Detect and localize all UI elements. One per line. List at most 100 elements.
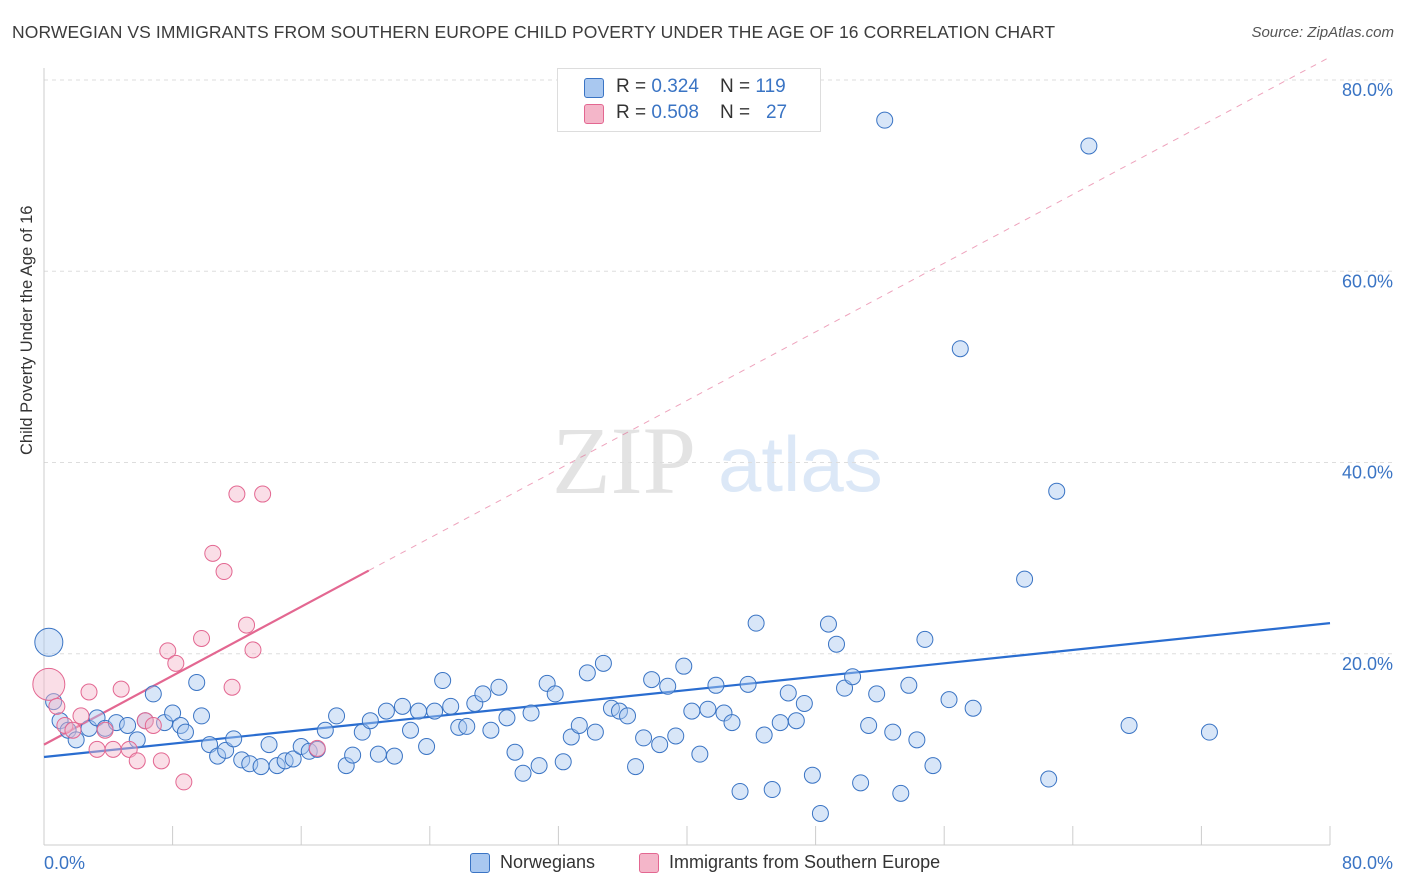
immigrants-point (64, 721, 82, 739)
norwegians-point (779, 684, 797, 702)
norwegians-point (731, 782, 749, 800)
x-tick-label: 80.0% (1342, 853, 1393, 873)
norwegians-point (852, 774, 870, 792)
norwegians-point (924, 757, 942, 775)
axes (43, 68, 1331, 846)
norwegians-point (739, 675, 757, 693)
stats-legend: R = 0.324 N = 119 R = 0.508 N = 27 (557, 68, 821, 132)
immigrants-point (80, 683, 98, 701)
norwegians-point (723, 714, 741, 732)
immigrants-point (136, 712, 154, 730)
norwegians-point (811, 804, 829, 822)
norwegians-point (418, 738, 436, 756)
norwegians-point (490, 678, 508, 696)
norwegians-point (771, 714, 789, 732)
immigrants-point (167, 654, 185, 672)
norwegians-point (627, 758, 645, 776)
norwegians-point (144, 685, 162, 703)
norwegians-point (651, 736, 669, 754)
norwegians-point (659, 677, 677, 695)
norwegians-point (803, 766, 821, 784)
watermark-atlas: atlas (718, 420, 883, 508)
n-label: N = (720, 76, 756, 97)
norwegians-point (385, 747, 403, 765)
norwegians-point (164, 704, 182, 722)
tick-labels: 20.0% 40.0% 60.0% 80.0% 0.0% 80.0% (44, 80, 1393, 873)
norwegians-point (699, 700, 717, 718)
immigrants-point (32, 667, 66, 701)
norwegians-point (795, 694, 813, 712)
norwegians-point (643, 671, 661, 689)
norwegians-point (176, 723, 194, 741)
norwegians-point (819, 615, 837, 633)
norwegians-point (844, 668, 862, 686)
norwegians-point (900, 676, 918, 694)
norwegians-point (1016, 570, 1034, 588)
immigrants-point (215, 563, 233, 581)
norwegians-point (410, 702, 428, 720)
immigrants-point (204, 544, 222, 562)
legend-label: Norwegians (500, 852, 596, 872)
norwegians-point (675, 657, 693, 675)
norwegians-point (34, 627, 64, 657)
norwegians-point (876, 111, 894, 129)
norwegians-point (586, 723, 604, 741)
norwegians-point (868, 685, 886, 703)
immigrants-point (56, 716, 74, 734)
data-points (32, 111, 1218, 822)
trend-lines (43, 56, 1331, 759)
immigrants-point (175, 773, 193, 791)
norwegians-point (193, 707, 211, 725)
norwegians-swatch (584, 78, 604, 98)
norwegians-point (667, 727, 685, 745)
norwegians-point (482, 721, 500, 739)
immigrants-swatch (639, 853, 659, 873)
x-tick-label: 0.0% (44, 853, 85, 873)
norwegians-point (1200, 723, 1218, 741)
immigrants-point (308, 739, 326, 757)
y-tick-label: 60.0% (1342, 271, 1393, 291)
immigrants-point (144, 716, 162, 734)
norwegians-point (691, 745, 709, 763)
norwegians-point (884, 723, 902, 741)
norwegians-point (522, 704, 540, 722)
norwegians-point (908, 731, 926, 749)
norwegians-point (619, 707, 637, 725)
norwegians-point (787, 712, 805, 730)
grid-lines (44, 79, 1392, 655)
y-tick-label: 40.0% (1342, 463, 1393, 483)
norwegians-point (252, 758, 270, 776)
norwegians-point (763, 781, 781, 799)
norwegians-point (119, 716, 137, 734)
norwegians-point (964, 699, 982, 717)
norwegians-point (1080, 137, 1098, 155)
norwegians-point (233, 751, 251, 769)
r-value: 0.324 (651, 76, 699, 97)
n-label: N = (720, 102, 756, 123)
source-label: Source: ZipAtlas.com (1251, 24, 1394, 41)
norwegians-point (506, 743, 524, 761)
immigrants-point (193, 629, 211, 647)
norwegians-point (1040, 770, 1058, 788)
n-value: 27 (765, 102, 788, 123)
norwegians-point (1120, 716, 1138, 734)
norwegians-point (426, 702, 444, 720)
norwegians-point (514, 764, 532, 782)
norwegians-point (458, 717, 476, 735)
immigrants-trend-line (43, 569, 370, 746)
norwegians-swatch (470, 853, 490, 873)
chart-title: NORWEGIAN VS IMMIGRANTS FROM SOUTHERN EU… (12, 22, 1056, 42)
immigrants-point (72, 707, 90, 725)
norwegians-point (67, 731, 85, 749)
norwegians-point (951, 340, 969, 358)
norwegians-point (594, 654, 612, 672)
r-value: 0.508 (651, 102, 699, 123)
norwegians-point (377, 702, 395, 720)
immigrants-point (128, 752, 146, 770)
norwegians-point (241, 755, 259, 773)
norwegians-point (498, 709, 516, 727)
watermark-zip: ZIP (552, 407, 696, 514)
norwegians-point (260, 736, 278, 754)
immigrants-point (152, 752, 170, 770)
